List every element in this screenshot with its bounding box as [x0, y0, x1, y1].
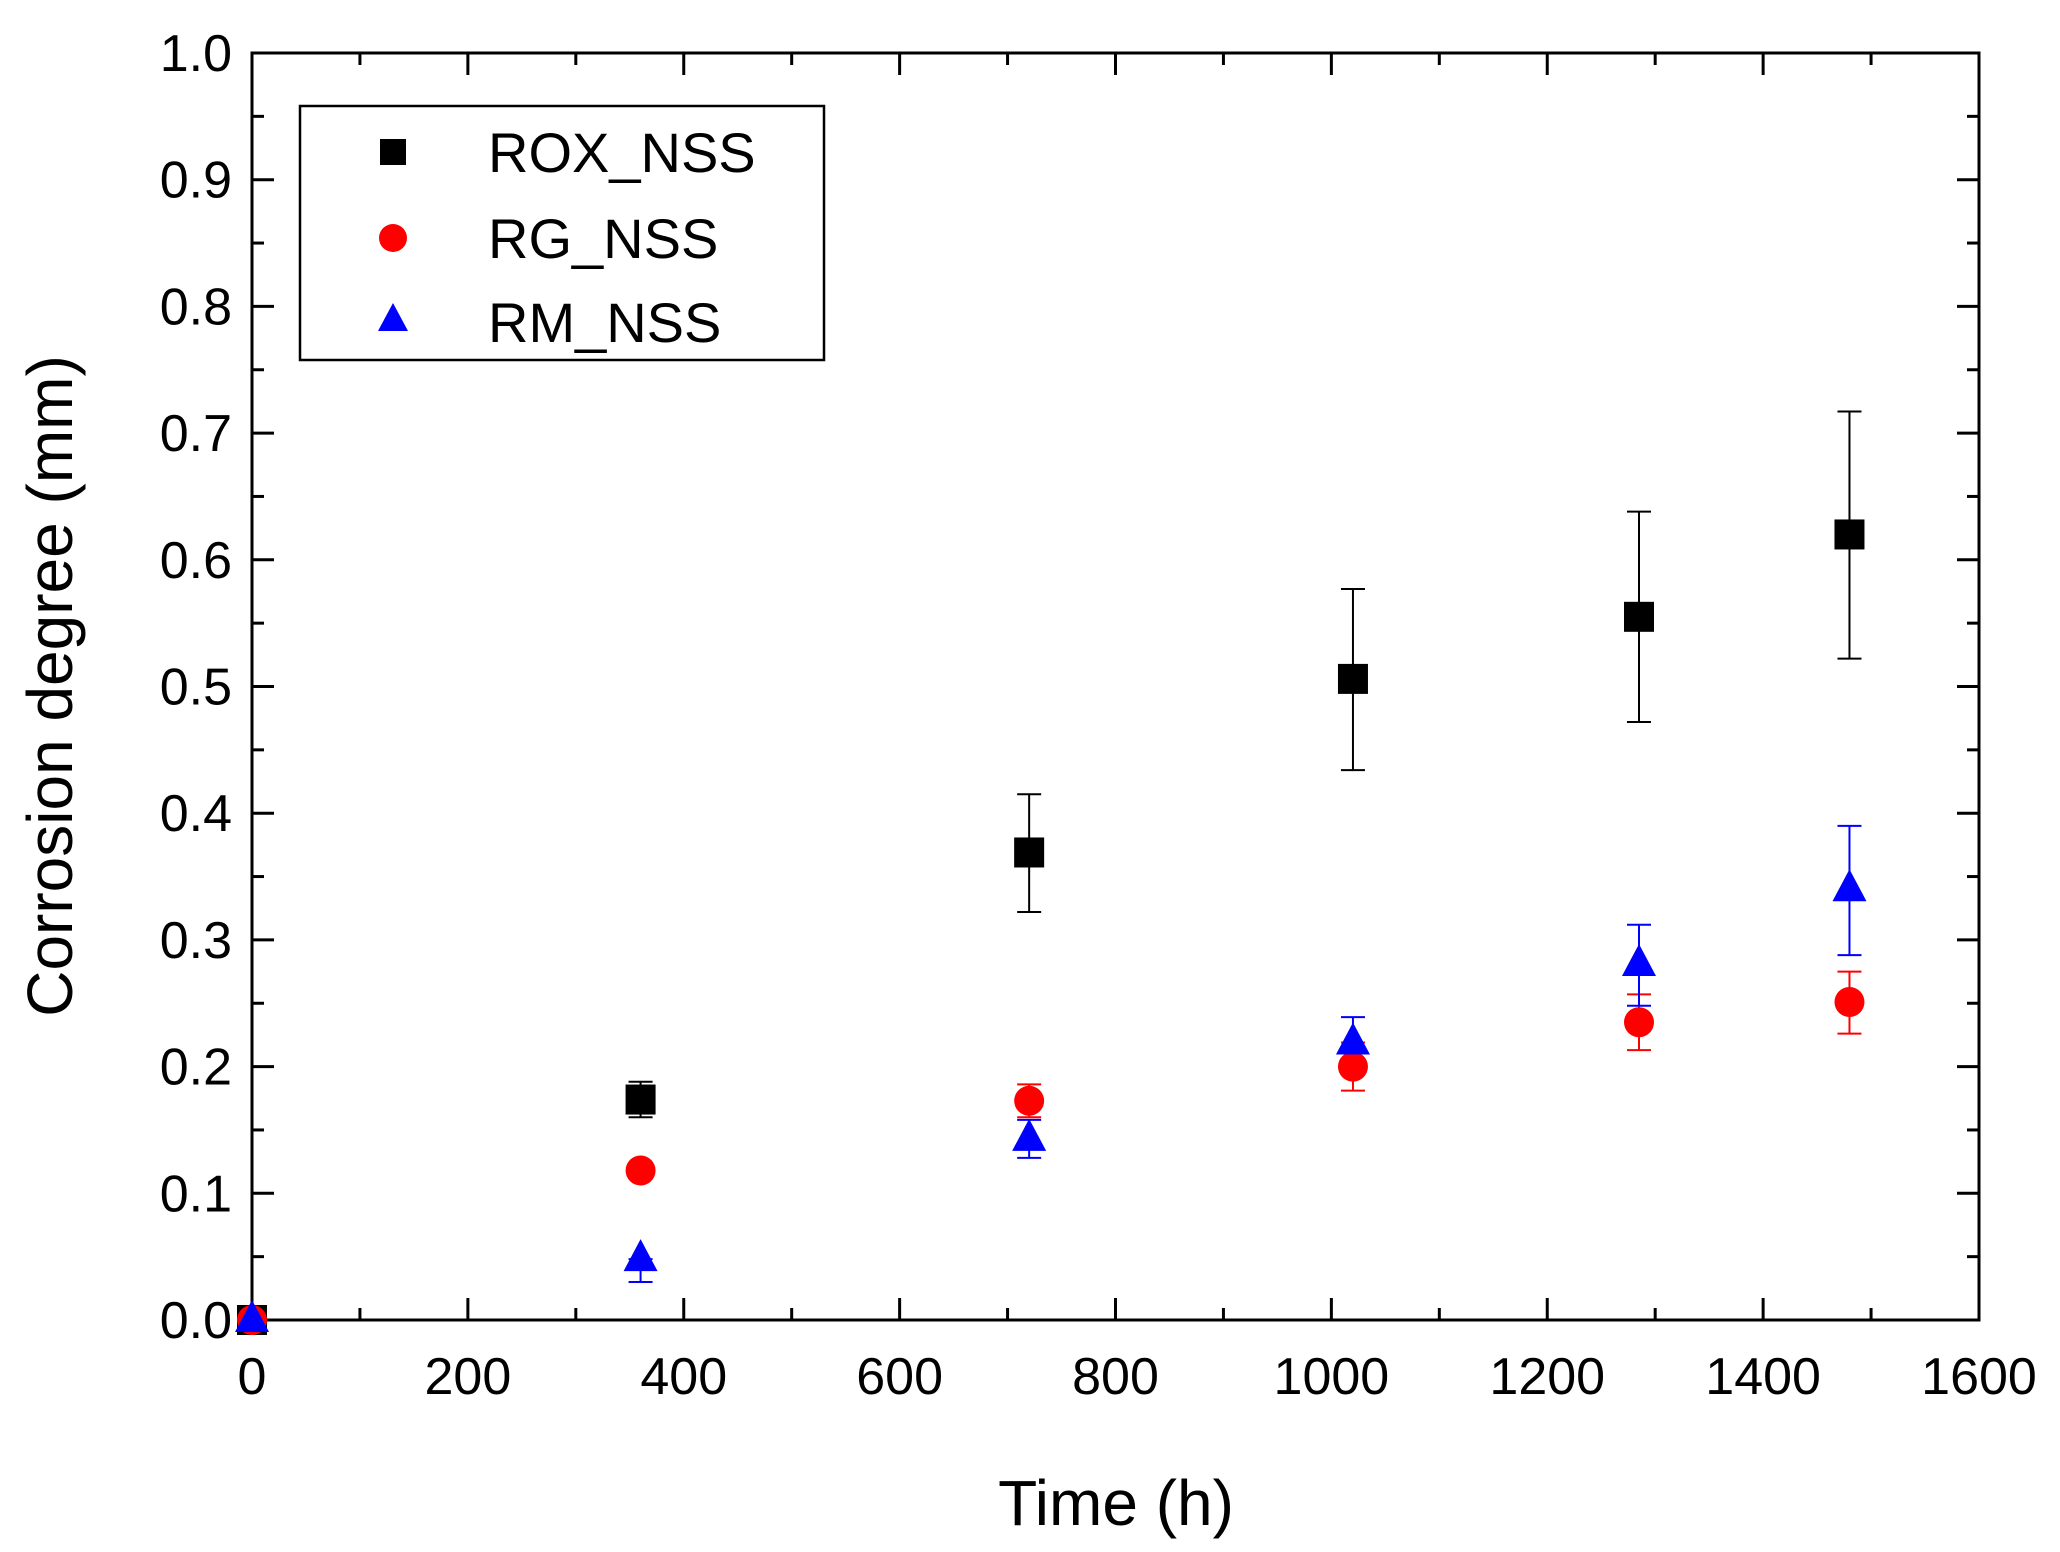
- x-tick-label: 200: [424, 1348, 511, 1406]
- y-tick-label: 0.5: [160, 659, 232, 717]
- legend-circle-marker: [379, 224, 407, 252]
- x-tick-label: 1600: [1921, 1348, 2037, 1406]
- data-point-RG_NSS: [625, 1155, 656, 1186]
- data-point-ROX_NSS: [1623, 601, 1654, 632]
- x-tick-label: 1200: [1489, 1348, 1605, 1406]
- legend-label-rm: RM_NSS: [488, 291, 721, 354]
- data-point-RM_NSS: [1832, 869, 1867, 902]
- legend-item-rg: RG_NSS: [379, 207, 718, 270]
- data-point-RG_NSS: [1337, 1051, 1368, 1082]
- y-tick-label: 0.3: [160, 912, 232, 970]
- y-tick-label: 0.8: [160, 278, 232, 336]
- data-point-RM_NSS: [1621, 943, 1656, 976]
- legend-label-rg: RG_NSS: [488, 207, 718, 270]
- data-point-ROX_NSS: [1014, 837, 1045, 868]
- y-tick-label: 0.4: [160, 785, 232, 843]
- data-point-RG_NSS: [1623, 1007, 1654, 1038]
- legend-item-rm: RM_NSS: [378, 291, 721, 354]
- error-bars: [628, 410, 1862, 1283]
- y-axis-title: Corrosion degree (mm): [14, 355, 86, 1017]
- data-point-RM_NSS: [235, 1300, 269, 1332]
- data-point-ROX_NSS: [1337, 663, 1368, 694]
- y-tick-label: 0.2: [160, 1039, 232, 1097]
- x-tick-label: 600: [856, 1348, 943, 1406]
- data-point-ROX_NSS: [625, 1084, 656, 1115]
- x-tick-label: 1000: [1274, 1348, 1390, 1406]
- y-tick-label: 0.6: [160, 532, 232, 590]
- data-point-RM_NSS: [1335, 1022, 1370, 1055]
- data-point-ROX_NSS: [1834, 519, 1865, 550]
- y-tick-label: 0.1: [160, 1165, 232, 1223]
- y-tick-label: 0.0: [160, 1292, 232, 1350]
- data-points: [235, 519, 1867, 1335]
- data-point-RM_NSS: [623, 1239, 658, 1272]
- data-point-RM_NSS: [1012, 1118, 1047, 1151]
- legend-item-rox: ROX_NSS: [380, 121, 756, 184]
- y-tick-label: 1.0: [160, 25, 232, 83]
- legend-triangle-marker: [378, 303, 408, 331]
- data-point-RG_NSS: [1834, 986, 1865, 1017]
- legend: ROX_NSS RG_NSS RM_NSS: [298, 104, 826, 362]
- x-tick-label: 0: [238, 1348, 267, 1406]
- x-tick-label: 800: [1072, 1348, 1159, 1406]
- x-tick-label: 1400: [1705, 1348, 1821, 1406]
- axis-ticks: 0 200 400 600 800 1000 1200 1400 1600 0.0 0.1 0.2 0.…: [160, 25, 2037, 1406]
- x-axis-title: Time (h): [998, 1467, 1234, 1539]
- y-tick-label: 0.7: [160, 405, 232, 463]
- x-tick-label: 400: [640, 1348, 727, 1406]
- data-point-RG_NSS: [1014, 1085, 1045, 1116]
- legend-label-rox: ROX_NSS: [488, 121, 756, 184]
- y-tick-label: 0.9: [160, 152, 232, 210]
- legend-square-marker: [380, 139, 406, 165]
